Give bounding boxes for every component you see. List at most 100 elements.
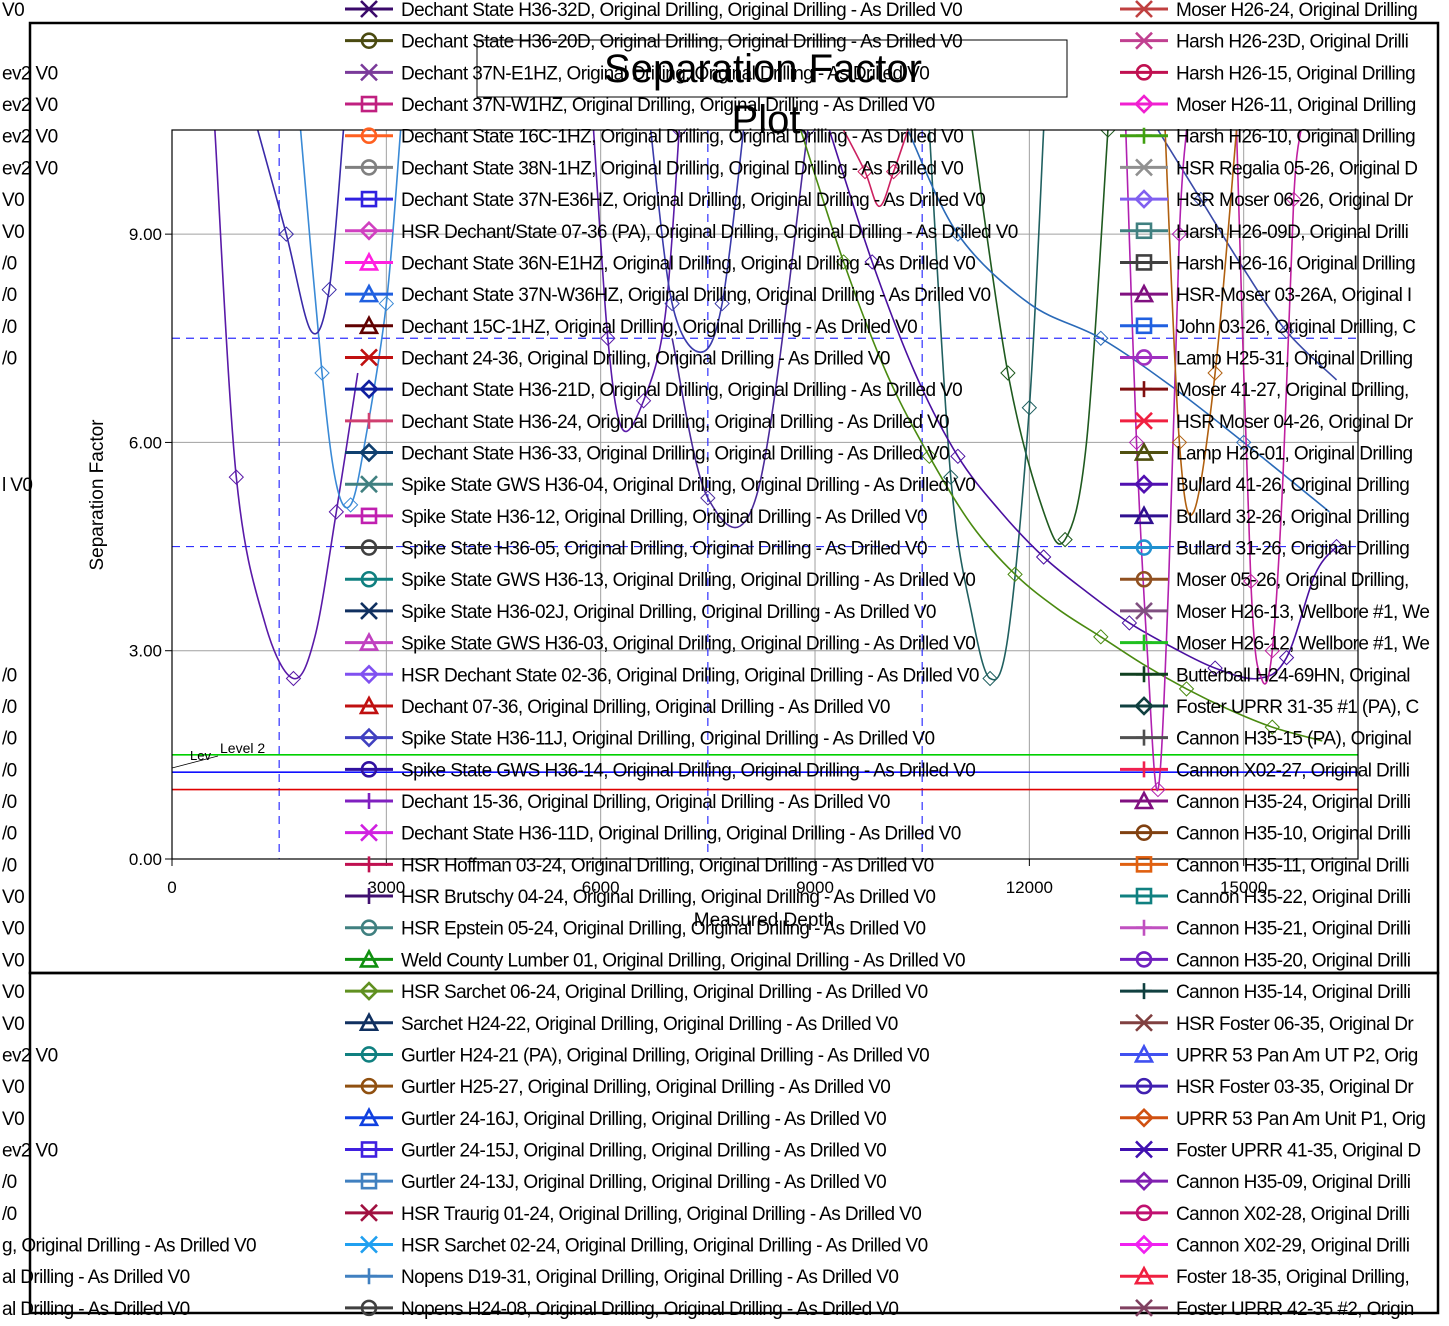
legend-entry-label: Bullard 31-26, Original Drilling [1176, 539, 1409, 560]
legend-marker-circle-icon [1135, 1204, 1153, 1222]
legend-entry-label: Dechant State 36N-E1HZ, Original Drillin… [401, 253, 975, 274]
legend-entry-label: Harsh H26-10, Original Drilling [1176, 127, 1415, 148]
legend-entry-label: Cannon H35-10, Original Drilli [1176, 824, 1410, 845]
legend-entry-label: UPRR 53 Pan Am UT P2, Orig [1176, 1045, 1418, 1066]
legend-marker-x-icon [360, 63, 378, 82]
legend-entry-label: HSR Dechant/State 07-36 (PA), Original D… [401, 222, 1018, 243]
legend-marker-plus-icon [361, 888, 377, 905]
legend-entry-label: Spike State H36-11J, Original Drilling, … [401, 729, 934, 750]
series-point [321, 281, 337, 298]
series-line [971, 130, 1109, 545]
legend-clipped-label: /0 [2, 824, 17, 845]
legend-entry-label: HSR-Moser 03-26A, Original I [1176, 285, 1412, 306]
series-line [907, 130, 1330, 513]
legend-clipped-label: ev2 V0 [2, 1045, 58, 1066]
legend-entry-label: Foster UPRR 31-35 #1 (PA), C [1176, 697, 1419, 718]
legend-entry-label: Gurtler 24-16J, Original Drilling, Origi… [401, 1109, 886, 1130]
legend-marker-plus-icon [361, 856, 377, 873]
legend-entry-label: Gurtler 24-13J, Original Drilling, Origi… [401, 1172, 886, 1193]
series-point [1093, 330, 1109, 346]
legend-entry-label: Lamp H26-01, Original Drilling [1176, 444, 1413, 465]
title-box [476, 39, 1068, 98]
series-point [664, 295, 680, 312]
legend-clipped-label: ev2 V0 [2, 158, 58, 179]
legend-marker-square-icon [1135, 254, 1153, 271]
plot-area-border [171, 129, 1359, 860]
legend-marker-circle-icon [360, 127, 378, 145]
legend-marker-triangle-icon [358, 695, 380, 715]
series-point [835, 254, 852, 270]
legend-marker-plus-icon [1136, 634, 1152, 651]
level-2-label: Level 2 [220, 740, 265, 756]
legend-marker-plus-icon [1136, 666, 1152, 683]
y-tick-label: 0.00 [129, 850, 162, 869]
series-point [1035, 549, 1052, 565]
series-group [214, 130, 1345, 798]
legend-entry-label: HSR Foster 06-35, Original Dr [1176, 1014, 1414, 1035]
legend-marker-triangle-icon [358, 251, 380, 271]
legend-marker-x-icon [1135, 602, 1153, 620]
legend-left-column: Dechant State H36-32D, Original Drilling… [345, 0, 1018, 1320]
legend-entry-label: Dechant State H36-11D, Original Drilling… [401, 824, 961, 845]
legend-marker-circle-icon [1135, 824, 1153, 841]
legend-marker-square-icon [360, 95, 378, 113]
legend-entry-label: Moser 05-26, Original Drilling, [1176, 570, 1409, 591]
series-point [1278, 649, 1295, 666]
legend-entry-label: HSR Regalia 05-26, Original D [1176, 158, 1417, 179]
legend-marker-diamond-icon [1134, 1234, 1154, 1255]
series-line [671, 130, 809, 529]
legend-entry-label: Sarchet H24-22, Original Drilling, Origi… [401, 1014, 898, 1035]
series-point [800, 130, 816, 138]
series-line [799, 130, 1323, 742]
series-line [842, 130, 909, 208]
legend-clipped-label: /0 [2, 1204, 17, 1225]
legend-entry-label: Cannon X02-28, Original Drilli [1176, 1204, 1409, 1225]
legend-clipped-label: V0 [2, 887, 24, 908]
legend-entry-label: Cannon H35-09, Original Drilli [1176, 1172, 1410, 1193]
legend-entry-label: Dechant 07-36, Original Drilling, Origin… [401, 697, 890, 718]
legend-entry-label: Spike State H36-12, Original Drilling, O… [401, 507, 927, 528]
legend-entry-label: Spike State GWS H36-04, Original Drillin… [401, 475, 975, 496]
legend-entry-label: Foster UPRR 41-35, Original D [1176, 1140, 1420, 1161]
legend-entry-label: Dechant State H36-32D, Original Drilling… [401, 0, 962, 21]
legend-entry-label: Gurtler H24-21 (PA), Original Drilling, … [401, 1045, 929, 1066]
legend-entry-label: Spike State H36-05, Original Drilling, O… [401, 539, 927, 560]
legend-clipped-label: /0 [2, 317, 17, 338]
legend-entry-label: Cannon H35-21, Original Drilli [1176, 919, 1410, 940]
legend-clipped-label: V0 [2, 1109, 24, 1130]
legend-clipped-label: l V0 [2, 475, 32, 496]
legend-clipped-label: /0 [2, 792, 17, 813]
legend-marker-x-icon [360, 602, 378, 620]
series-point [1243, 573, 1259, 589]
legend-clipped-label: /0 [2, 697, 17, 718]
series-point [1057, 531, 1073, 548]
legend-clipped-label: V0 [2, 950, 24, 971]
series-point [1000, 365, 1016, 381]
legend-entry-label: HSR Sarchet 06-24, Original Drilling, Or… [401, 982, 928, 1003]
legend-entry-label: Dechant 15C-1HZ, Original Drilling, Orig… [401, 317, 917, 338]
legend-marker-x-icon [360, 1235, 378, 1254]
legend-entry-label: Harsh H26-16, Original Drilling [1176, 253, 1415, 274]
legend-marker-diamond-icon [359, 442, 379, 463]
legend-marker-plus-icon [361, 412, 377, 429]
series-point [600, 330, 616, 346]
legend-marker-x-icon [360, 348, 378, 367]
legend-marker-circle-icon [360, 761, 378, 778]
legend-marker-square-icon [360, 1172, 378, 1190]
legend-entry-label: Spike State GWS H36-13, Original Drillin… [401, 570, 975, 591]
series-point [1235, 434, 1252, 451]
legend-entry-label: Moser H26-12, Wellbore #1, We [1176, 634, 1429, 655]
legend-marker-triangle-icon [1133, 790, 1155, 810]
series-point [1264, 719, 1280, 735]
series-line [928, 130, 1045, 681]
legend-marker-x-icon [1135, 158, 1153, 177]
legend-marker-circle-icon [360, 32, 378, 49]
legend-marker-diamond-icon [359, 220, 379, 241]
chart-title: Separation Factor [604, 47, 922, 91]
legend-marker-diamond-icon [1134, 189, 1154, 209]
legend-marker-plus-icon [361, 793, 377, 809]
legend-marker-circle-icon [360, 1299, 378, 1317]
legend-entry-label: Moser H26-11, Original Drilling [1176, 95, 1416, 116]
y-tick-label: 3.00 [129, 642, 162, 661]
